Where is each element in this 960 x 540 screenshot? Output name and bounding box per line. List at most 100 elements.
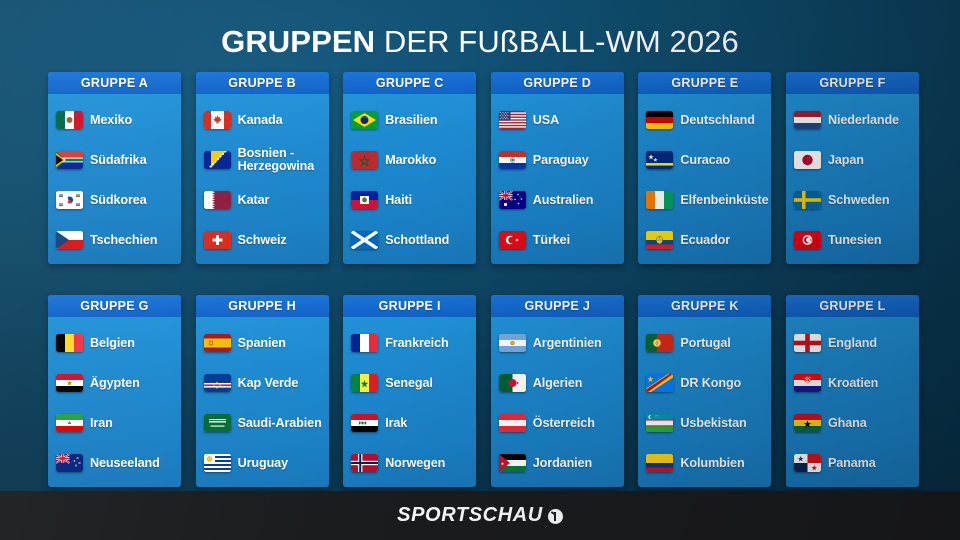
switzerland-flag xyxy=(203,231,231,249)
team-row: Senegal xyxy=(351,363,476,403)
team-name: Norwegen xyxy=(385,455,446,470)
group-card-i: GRUPPE I Frankreich Senegal Irak Norwegen xyxy=(343,295,477,487)
team-row: Kolumbien xyxy=(646,443,771,483)
group-header-i: GRUPPE I xyxy=(343,295,477,317)
group-card-k: GRUPPE K Portugal DR Kongo Usbekistan Kolumb… xyxy=(638,295,772,487)
team-row: Niederlande xyxy=(793,100,919,140)
group-header-h: GRUPPE H xyxy=(195,295,329,317)
england-flag xyxy=(793,334,821,352)
new-zealand-flag xyxy=(56,454,83,472)
team-row: Tschechien xyxy=(56,220,181,260)
team-row: Österreich xyxy=(498,403,624,443)
team-name: Kolumbien xyxy=(680,455,745,470)
team-row: Ghana xyxy=(793,403,919,443)
team-name: Spanien xyxy=(237,335,286,350)
team-row: Portugal xyxy=(646,323,771,363)
team-row: Mexiko xyxy=(56,100,181,140)
team-row: Norwegen xyxy=(351,443,476,483)
egypt-flag xyxy=(56,374,83,392)
uruguay-flag xyxy=(203,454,231,472)
netherlands-flag xyxy=(793,111,821,129)
ivory-coast-flag xyxy=(646,191,674,209)
colombia-flag xyxy=(646,454,674,472)
group-header-d: GRUPPE D xyxy=(490,72,624,94)
group-team-list-a: Mexiko Südafrika Südkorea Tschechien xyxy=(48,94,181,260)
group-header-e: GRUPPE E xyxy=(638,72,772,94)
team-name: Belgien xyxy=(90,335,135,350)
team-name: England xyxy=(827,335,877,350)
team-name: Südkorea xyxy=(90,192,147,207)
team-row: Kanada xyxy=(203,100,329,140)
ghana-flag xyxy=(793,414,821,432)
page-title-rest: DER FUßBALL-WM 2026 xyxy=(375,24,739,59)
team-name: Portugal xyxy=(680,335,731,350)
team-row: Australien xyxy=(498,180,624,220)
team-name: USA xyxy=(532,112,560,127)
team-row: Algerien xyxy=(498,363,624,403)
spain-flag xyxy=(203,334,231,352)
group-card-f: GRUPPE F Niederlande Japan Schweden Tunesien xyxy=(785,72,919,264)
team-name: Curacao xyxy=(680,152,731,167)
team-name: Algerien xyxy=(532,375,583,390)
south-africa-flag xyxy=(56,151,83,169)
team-row: Neuseeland xyxy=(56,443,181,483)
senegal-flag xyxy=(351,374,379,392)
team-row: Schweden xyxy=(793,180,919,220)
footer-bar: SPORTSCHAU xyxy=(0,491,960,540)
team-row: Kroatien xyxy=(793,363,919,403)
portugal-flag xyxy=(646,334,674,352)
paraguay-flag xyxy=(498,151,526,169)
team-name: Tschechien xyxy=(90,232,158,247)
group-header-l: GRUPPE L xyxy=(785,295,919,317)
team-row: Südafrika xyxy=(56,140,181,180)
team-name: Niederlande xyxy=(827,112,899,127)
group-team-list-j: Argentinien Algerien Österreich Jordanien xyxy=(491,317,624,483)
team-name: Südafrika xyxy=(90,152,147,167)
curacao-flag xyxy=(646,151,674,169)
group-header-a: GRUPPE A xyxy=(48,72,181,94)
team-row: Elfenbeinküste xyxy=(646,180,771,220)
team-name: Jordanien xyxy=(532,455,593,470)
group-header-j: GRUPPE J xyxy=(490,295,624,317)
team-name: Schweiz xyxy=(237,232,287,247)
group-header-f: GRUPPE F xyxy=(785,72,919,94)
team-name: Österreich xyxy=(532,415,595,430)
belgium-flag xyxy=(56,334,83,352)
australia-flag xyxy=(498,191,526,209)
team-name: Ecuador xyxy=(680,232,731,247)
team-name: Kanada xyxy=(237,112,283,127)
group-card-a: GRUPPE A Mexiko Südafrika Südkorea Tschechie… xyxy=(48,72,181,264)
group-header-c: GRUPPE C xyxy=(343,72,477,94)
team-row: Bosnien - Herzegowina xyxy=(203,140,329,180)
team-row: Uruguay xyxy=(203,443,329,483)
team-row: England xyxy=(793,323,919,363)
team-row: Japan xyxy=(793,140,919,180)
group-team-list-c: Brasilien Marokko Haiti Schottland xyxy=(343,94,476,260)
team-name: Neuseeland xyxy=(90,455,160,470)
team-name: Brasilien xyxy=(385,112,438,127)
uzbekistan-flag xyxy=(646,414,674,432)
team-name: Kroatien xyxy=(827,375,879,390)
brand-text: SPORTSCHAU xyxy=(397,504,543,526)
sweden-flag xyxy=(793,191,821,209)
groups-grid: GRUPPE A Mexiko Südafrika Südkorea Tschechie… xyxy=(48,72,920,487)
sportschau-logo: SPORTSCHAU xyxy=(0,491,960,540)
group-team-list-h: Spanien Kap Verde Saudi-Arabien Uruguay xyxy=(196,317,329,483)
tunisia-flag xyxy=(793,231,821,249)
group-team-list-g: Belgien Ägypten Iran Neuseeland xyxy=(48,317,181,483)
scotland-flag xyxy=(351,231,379,249)
group-team-list-k: Portugal DR Kongo Usbekistan Kolumbien xyxy=(638,317,771,483)
team-row: Belgien xyxy=(56,323,181,363)
group-team-list-b: Kanada Bosnien - Herzegowina Katar Schweiz xyxy=(196,94,329,260)
team-name: Ägypten xyxy=(90,375,140,390)
team-name: Marokko xyxy=(385,152,437,167)
team-name: Panama xyxy=(827,455,876,470)
team-row: Iran xyxy=(56,403,181,443)
team-name: Bosnien - Herzegowina xyxy=(237,146,315,173)
iraq-flag xyxy=(351,414,379,432)
ard-circle-icon xyxy=(547,508,563,524)
japan-flag xyxy=(793,151,821,169)
team-name: Irak xyxy=(385,415,408,430)
group-header-g: GRUPPE G xyxy=(48,295,181,317)
